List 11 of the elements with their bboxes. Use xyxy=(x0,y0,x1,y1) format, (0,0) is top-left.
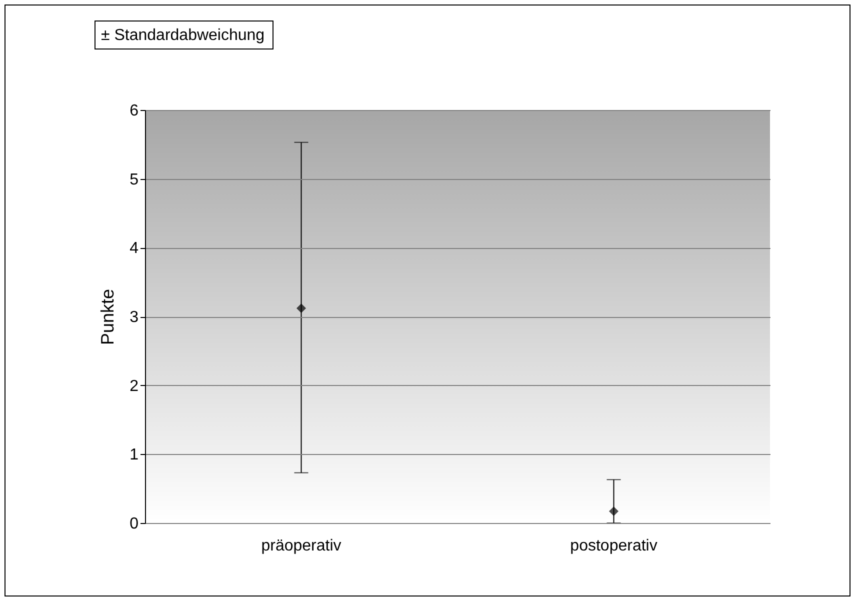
y-axis-title: Punkte xyxy=(98,288,118,346)
text: ± Standardabweichung xyxy=(101,27,265,44)
y-tick-label: 1 xyxy=(130,446,139,464)
y-tick-label: 4 xyxy=(130,240,139,258)
y-tick-label: 3 xyxy=(130,309,139,326)
x-tick-label: präoperativ xyxy=(261,538,342,554)
x-tick-label: postoperativ xyxy=(570,538,658,554)
y-tick-label: 0 xyxy=(130,516,139,532)
y-tick-label: 5 xyxy=(130,171,139,188)
y-tick-label: 2 xyxy=(130,378,139,395)
y-tick-label: 6 xyxy=(130,102,139,120)
